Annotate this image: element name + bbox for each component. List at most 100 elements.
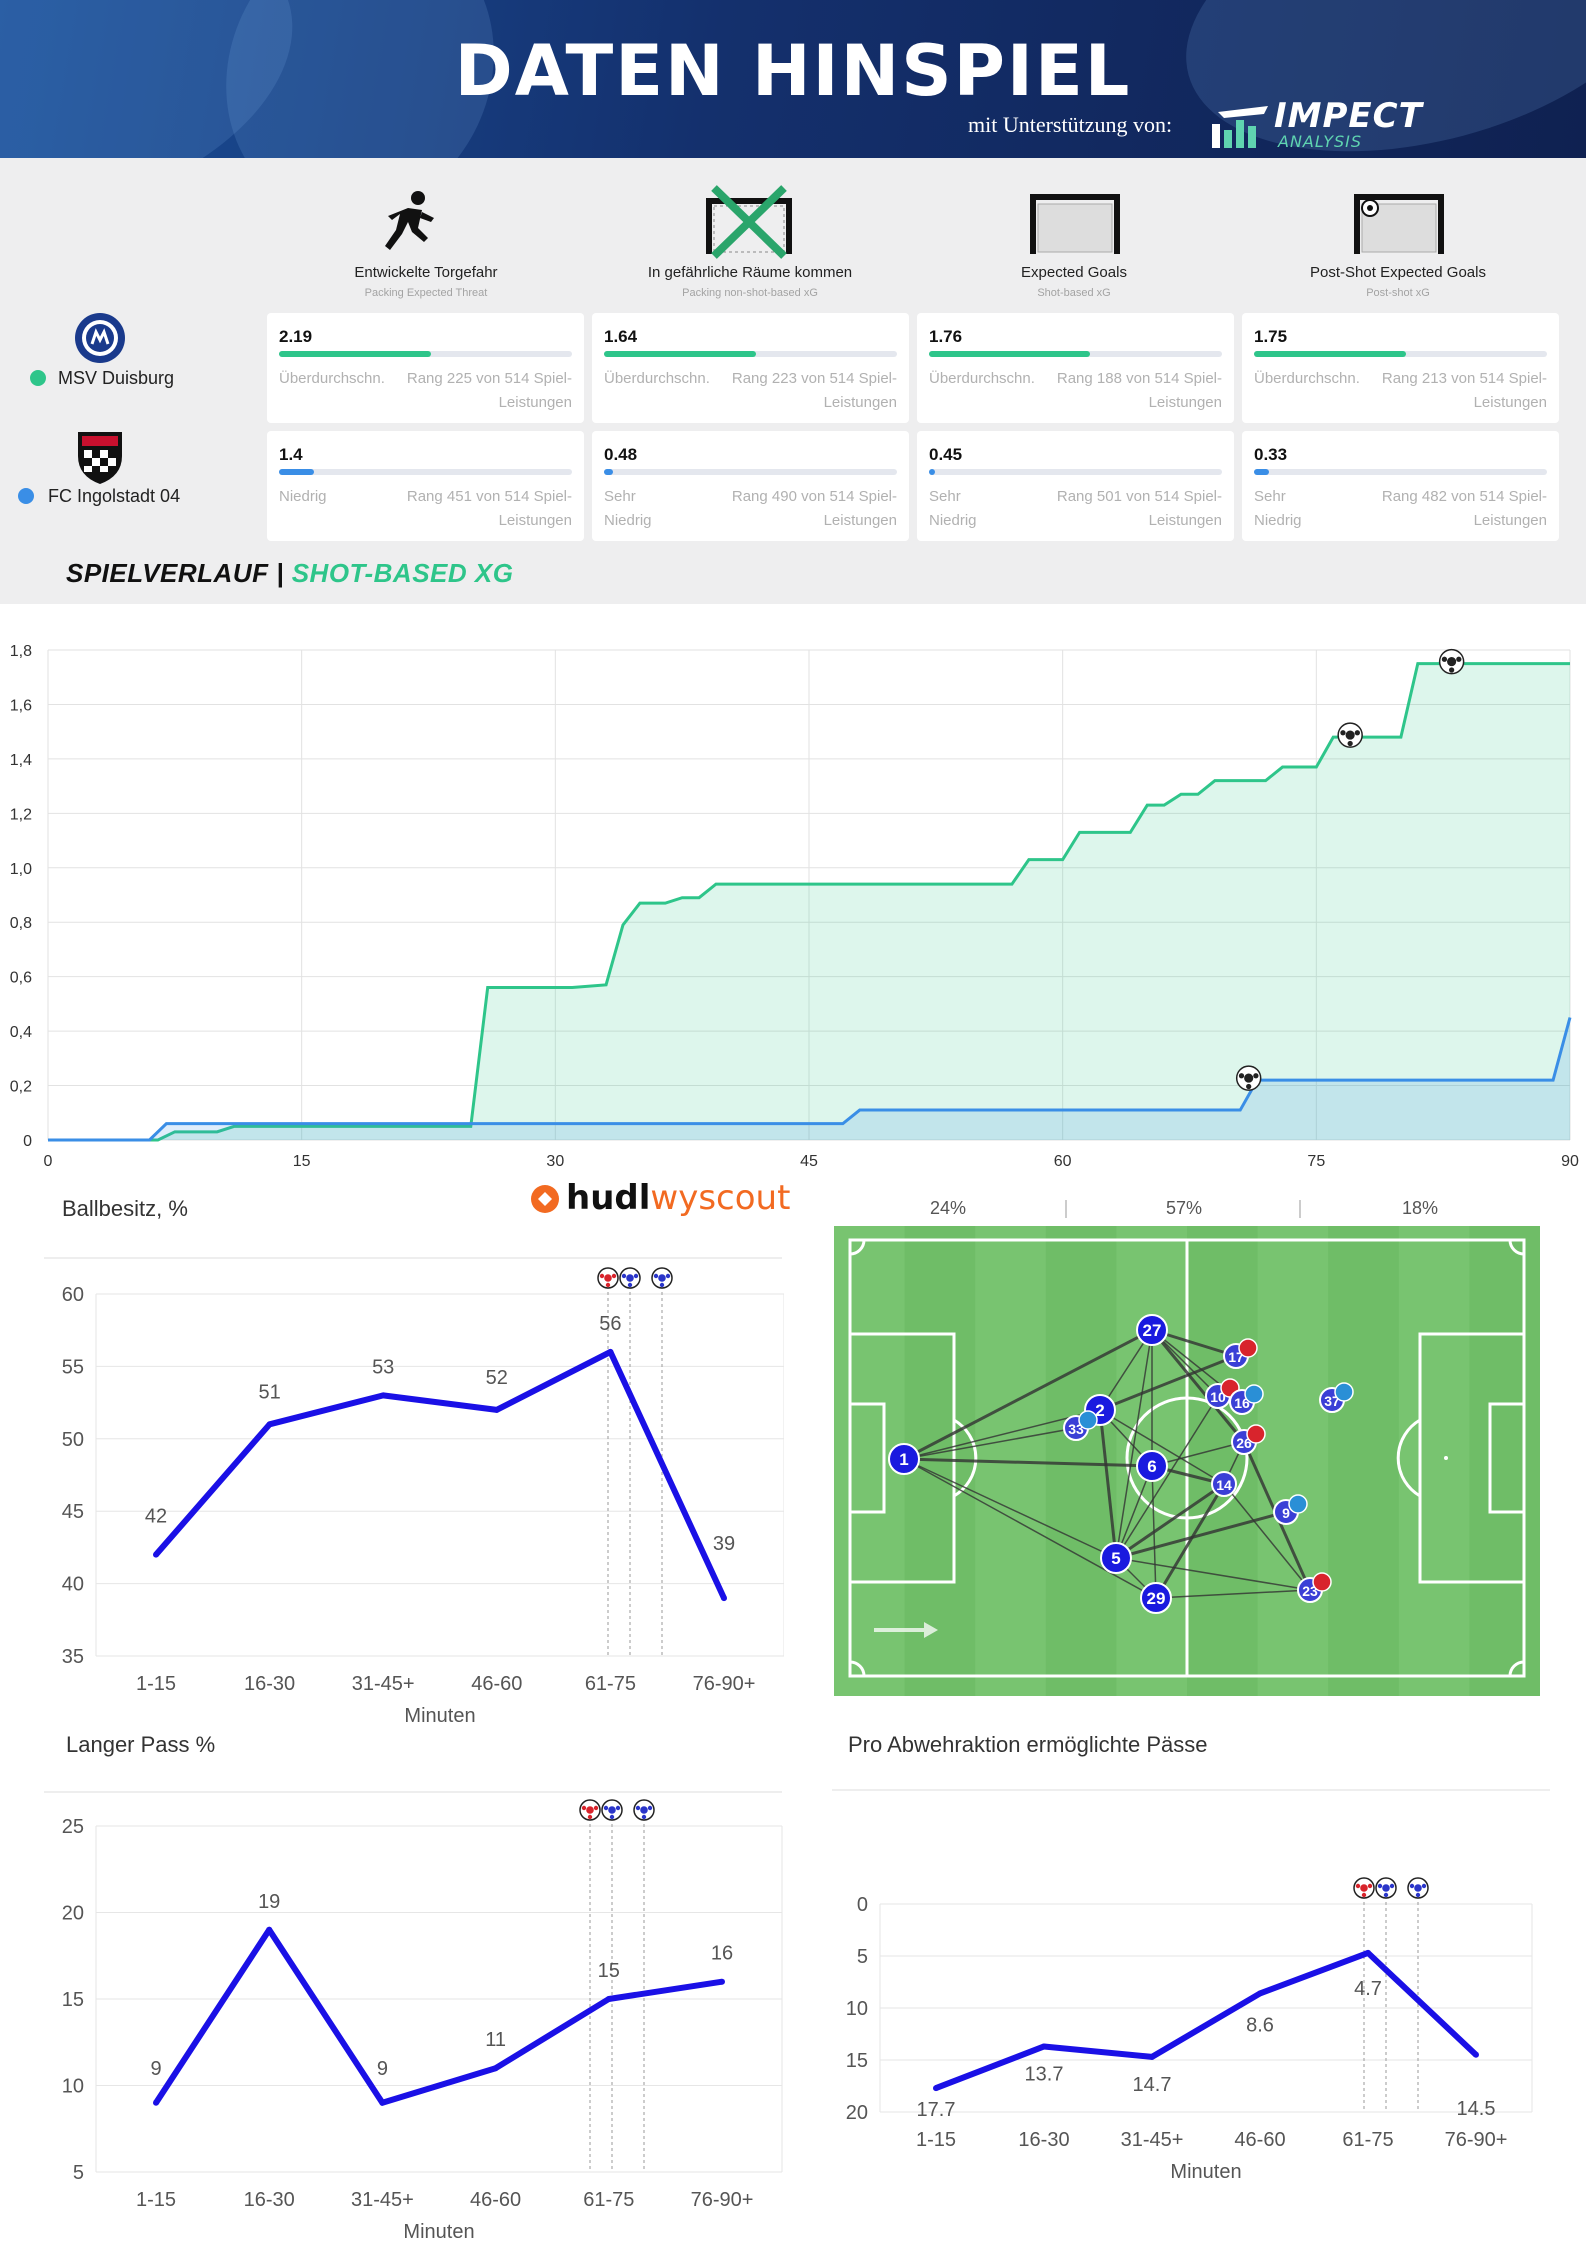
soccer-ball-icon [1421,1883,1427,1889]
stat-bar-track [604,469,897,475]
data-point [1041,2043,1047,2050]
x-axis-label: Minuten [1170,2161,1241,2183]
data-point [1365,1949,1371,1956]
stat-card: 0.45 Sehr Niedrig Rang 501 von 514 Spiel… [917,431,1234,541]
xg-series-group [48,662,1572,1142]
soccer-ball-icon [1415,1892,1421,1898]
long-pass-chart: 5 10 15 20 25 1-15 16-30 31-45+ 46-60 61-75 76-90+… [44,1791,783,2238]
y-tick-label: 35 [62,1646,84,1668]
data-label: 15 [598,1960,620,1982]
corner-arc [849,1239,866,1256]
fci-crest-icon [78,432,122,484]
chart-title-possession: Ballbesitz, % [62,1196,188,1221]
running-person-icon [385,191,434,250]
hudl-text: hudl [566,1178,651,1218]
data-point [605,1996,612,2002]
data-point [1149,2053,1155,2060]
player-number: 14 [1216,1477,1232,1493]
y-tick-label: 60 [62,1284,84,1306]
right-penalty-arc [1396,1418,1421,1498]
y-tick-label: 40 [62,1574,84,1596]
stat-rank: Rang 482 von 514 Spiel-Leistungen [1381,488,1547,529]
stat-rank: Rang 501 von 514 Spiel-Leistungen [1056,488,1222,529]
xg-timeline-chart: 0 0,2 0,4 0,6 0,8 1,0 1,2 1,4 1,6 1,8 0 15 30 45 60 75 9… [10,643,1579,1170]
soccer-ball-icon [601,1799,623,1821]
soccer-ball-icon [1447,657,1457,667]
soccer-ball-icon [641,1814,647,1820]
player-node: 10 [1205,1378,1240,1409]
soccer-ball-icon [611,1273,617,1279]
soccer-ball-icon [1375,1877,1397,1899]
stat-rank: Rang 490 von 514 Spiel-Leistungen [731,488,897,529]
stat-level: Überdurchschn. [279,370,385,387]
substitution-in-icon [1244,1384,1264,1404]
player-node: 33 [1063,1410,1098,1441]
pass-edge [903,1427,1077,1460]
pass-edge [903,1458,1117,1559]
stat-bar-track [279,351,572,357]
data-label: 9 [150,2058,161,2080]
stat-bar-fill [1254,469,1269,475]
x-tick-label: 46-60 [471,1673,522,1695]
substitution-in-icon [1334,1382,1354,1402]
x-tick-label: 45 [800,1153,818,1170]
y-tick-label: 20 [846,2102,868,2124]
y-tick-label: 0 [23,1133,32,1150]
xg-line [48,1017,1572,1142]
impect-logo-icon [1212,106,1268,148]
x-tick-label: 75 [1307,1153,1325,1170]
soccer-ball-icon [1438,648,1465,675]
stat-rank: Rang 213 von 514 Spiel-Leistungen [1381,370,1547,411]
soccer-ball-icon [609,1814,615,1820]
substitution-out-icon [1238,1338,1258,1358]
stat-level: Sehr Niedrig [1254,488,1302,529]
x-axis-label: Minuten [403,2221,474,2238]
metric-header-dangerous-areas: In gefährliche Räume kommen Packing non-… [590,264,910,299]
header-banner: DATEN HINSPIEL mit Unterstützung von: IM… [0,0,1586,158]
xg-area [48,663,1570,1140]
pitch-lines [848,1238,1526,1678]
goal-ball-icon [1354,194,1444,254]
data-point [721,1595,727,1602]
pass-edge [1154,1483,1226,1599]
x-tick-label: 15 [293,1153,311,1170]
metric-title: Entwickelte Torgefahr [354,264,498,281]
soccer-ball-icon [587,1814,593,1820]
soccer-ball-icon [633,1799,655,1821]
pass-edge [1098,1409,1118,1559]
pass-edge [1155,1589,1311,1599]
pass-edge [1099,1354,1237,1412]
data-label: 39 [713,1533,735,1555]
hudl-logo-icon [531,1185,559,1213]
stat-rank: Rang 451 von 514 Spiel-Leistungen [406,488,572,529]
data-label: 13.7 [1025,2063,1064,2085]
soccer-ball-icon [621,1273,627,1279]
stat-value: 2.19 [279,327,313,346]
data-point [607,1348,614,1355]
data-label: 14.5 [1457,2098,1496,2120]
section-heading: SPIELVERLAUF | SHOT-BASED XG [66,558,513,589]
stat-level: Sehr Niedrig [929,488,977,529]
player-number: 29 [1147,1589,1166,1608]
stat-card: 1.75 Überdurchschn. Rang 213 von 514 Spi… [1242,313,1559,423]
substitution-out-icon [1246,1424,1266,1444]
stat-bar-fill [929,469,935,475]
soccer-ball-icon [627,1282,633,1288]
substitution-in-icon [1078,1410,1098,1430]
player-number: 2 [1095,1401,1104,1420]
soccer-ball-icon [1377,1883,1383,1889]
left-goal-box [848,1402,886,1514]
msv-color-dot [30,370,46,386]
soccer-ball-icon [1244,1073,1254,1083]
player-node: 23 [1297,1572,1332,1603]
x-tick-label: 61-75 [1342,2129,1393,2151]
series-line [153,1926,723,2106]
soccer-ball-icon [1347,740,1353,747]
xg-goal-markers [1235,648,1465,1091]
soccer-ball-icon [1238,1073,1245,1079]
soccer-ball-icon [659,1282,665,1288]
x-tick-label: 90 [1561,1153,1579,1170]
player-node: 26 [1231,1424,1266,1455]
soccer-ball-icon [1361,1892,1367,1898]
x-tick-label: 16-30 [244,2189,295,2211]
